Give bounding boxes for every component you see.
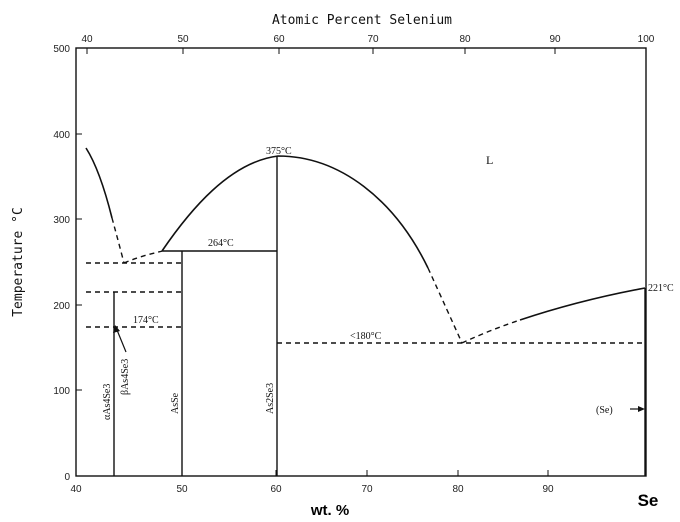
bottom-tick-label: 70 xyxy=(361,484,373,495)
top-axis: 40 50 60 70 80 90 100 xyxy=(81,34,655,54)
left-tick-label: 400 xyxy=(53,130,70,141)
top-tick-label: 80 xyxy=(459,34,471,45)
left-axis: 500 400 300 200 100 0 xyxy=(53,44,82,483)
liquidus-dome-solid xyxy=(161,155,429,269)
label-180: <180°C xyxy=(350,331,382,342)
label-174: 174°C xyxy=(133,315,159,326)
top-axis-title: Atomic Percent Selenium xyxy=(272,13,452,28)
y-axis-title: Temperature °C xyxy=(11,207,26,317)
label-se-phase: (Se) xyxy=(596,405,613,416)
plot-frame xyxy=(75,47,647,477)
left-tick-label: 100 xyxy=(53,386,70,397)
label-221: 221°C xyxy=(648,283,674,294)
label-alpha-as4se3: αAs4Se3 xyxy=(102,384,113,420)
label-liquid: L xyxy=(486,153,493,167)
liquidus-left-small xyxy=(123,250,164,264)
label-264: 264°C xyxy=(208,238,234,249)
label-beta-as4se3: βAs4Se3 xyxy=(120,359,131,395)
bottom-axis: 40 50 60 70 80 90 xyxy=(70,470,554,495)
beta-arrowhead xyxy=(113,325,120,333)
left-tick-label: 300 xyxy=(53,215,70,226)
top-tick-label: 40 xyxy=(81,34,93,45)
liquidus-left-dashed xyxy=(111,217,125,264)
top-tick-label: 70 xyxy=(367,34,379,45)
liquidus-right-dashed xyxy=(461,319,521,344)
liquidus-dome-dashed xyxy=(427,267,463,344)
liquidus-right-solid xyxy=(519,287,646,321)
label-as2se3: As2Se3 xyxy=(265,383,276,414)
top-tick-label: 60 xyxy=(273,34,285,45)
bottom-tick-label: 50 xyxy=(176,484,188,495)
bottom-tick-label: 80 xyxy=(452,484,464,495)
left-tick-label: 500 xyxy=(53,44,70,55)
top-tick-label: 100 xyxy=(638,34,655,45)
bottom-tick-label: 40 xyxy=(70,484,82,495)
label-375: 375°C xyxy=(266,146,292,157)
top-tick-label: 50 xyxy=(177,34,189,45)
se-arrowhead xyxy=(638,406,645,412)
label-asse: AsSe xyxy=(170,392,181,414)
left-tick-label: 0 xyxy=(64,472,70,483)
se-label: Se xyxy=(638,491,659,510)
beta-arrow xyxy=(116,329,127,353)
bottom-tick-label: 60 xyxy=(270,484,282,495)
left-tick-label: 200 xyxy=(53,301,70,312)
x-axis-title: wt. % xyxy=(310,502,349,519)
liquidus-left-solid xyxy=(85,147,113,219)
bottom-tick-label: 90 xyxy=(542,484,554,495)
top-tick-label: 90 xyxy=(549,34,561,45)
